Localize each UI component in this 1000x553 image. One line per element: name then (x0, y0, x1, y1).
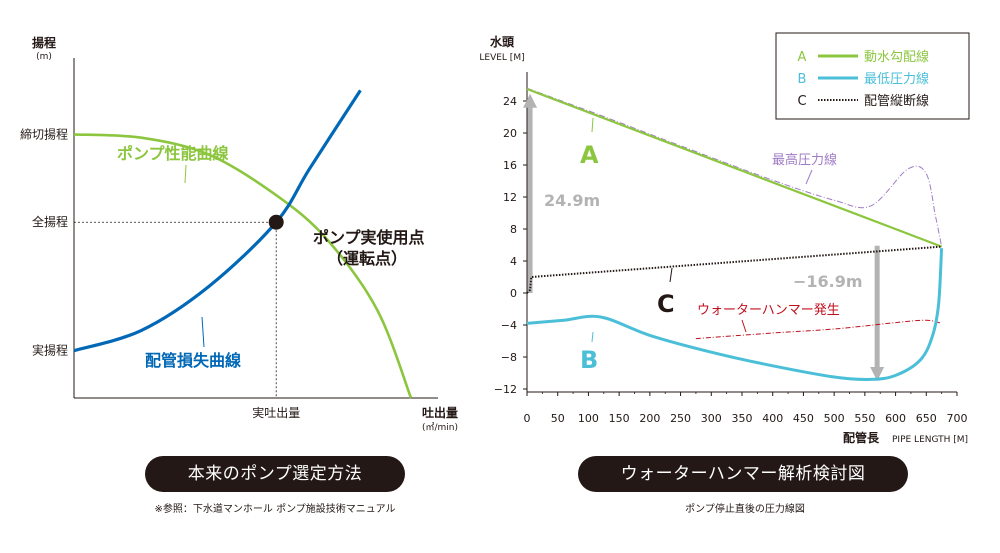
series-letter-c: C (657, 290, 675, 318)
right-x-axis-label: 配管長 (843, 430, 880, 445)
left-x-axis-label: 吐出量 (422, 405, 458, 420)
left-y-tick-label: 締切揚程 (20, 126, 68, 141)
left-x-axis-unit: (㎥/min) (422, 422, 458, 433)
left-y-axis-label: 揚程 (32, 35, 56, 50)
right-title-badge: ウォーターハンマー解析検討図 (578, 456, 908, 492)
right-y-axis-unit: LEVEL [M] (479, 53, 524, 63)
left-y-tick-label: 全揚程 (32, 214, 68, 229)
legend-label: 最低圧力線 (864, 71, 929, 87)
pressure-drop-arrowhead (870, 367, 885, 381)
right-x-tick-label: 550 (854, 412, 875, 425)
max-pressure-label: 最高圧力線 (772, 152, 837, 168)
right-x-tick-label: 50 (551, 412, 565, 425)
operating-point-sublabel: （運転点） (327, 249, 407, 268)
right-x-tick-label: 350 (732, 412, 753, 425)
pipe-profile-line-c (526, 245, 942, 294)
left-x-tick-label: 実吐出量 (252, 405, 300, 420)
right-y-tick-label: −8 (501, 351, 517, 364)
right-y-tick-label: 24 (503, 95, 517, 108)
right-y-tick-label: 16 (503, 159, 517, 172)
pump-performance-curve (73, 133, 413, 399)
water-hammer-label: ウォーターハンマー発生 (697, 303, 840, 318)
head-rise-arrowhead (523, 93, 538, 108)
series-letter-a: A (580, 141, 599, 169)
right-caption-note: ポンプ停止直後の圧力線図 (685, 504, 805, 515)
right-y-tick-label: 4 (510, 255, 517, 268)
right-x-tick-label: 500 (824, 412, 845, 425)
water-hammer-line (695, 319, 942, 340)
legend-label: 配管縦断線 (864, 93, 929, 109)
head-rise-value-label: 24.9m (544, 191, 600, 210)
pump-curve-leader (184, 164, 187, 184)
right-x-axis-unit: PIPE LENGTH [M] (892, 435, 968, 445)
series-letter-c-leader (669, 267, 673, 283)
loss-curve-label: 配管損失曲線 (145, 351, 241, 370)
left-y-axis-unit: (m) (36, 52, 52, 62)
legend-letter: A (798, 50, 807, 65)
pipe-loss-curve (73, 89, 362, 353)
min-pressure-line-b (526, 248, 944, 381)
loss-curve-leader (201, 316, 205, 348)
right-y-tick-label: 0 (510, 287, 517, 300)
hydraulic-grade-line-a (526, 87, 943, 248)
series-letter-b-leader (591, 331, 594, 343)
operating-point-marker (268, 214, 284, 230)
right-x-tick-label: 600 (885, 412, 906, 425)
right-x-tick-label: 150 (609, 412, 630, 425)
left-source-note: ※参照：下水道マンホール ポンプ施設技術マニュアル (154, 504, 396, 515)
right-y-tick-label: 20 (503, 127, 517, 140)
right-y-tick-label: −4 (501, 319, 517, 332)
right-y-axis-label: 水頭 (490, 34, 515, 49)
legend-letter: C (797, 94, 806, 109)
right-x-tick-label: 100 (578, 412, 599, 425)
right-x-tick-label: 450 (793, 412, 814, 425)
right-x-tick-label: 700 (947, 412, 968, 425)
right-x-tick-label: 300 (701, 412, 722, 425)
right-x-tick-label: 250 (670, 412, 691, 425)
right-x-tick-label: 200 (639, 412, 660, 425)
left-title-badge: 本来のポンプ選定方法 (145, 456, 405, 492)
legend-label: 動水勾配線 (864, 49, 929, 65)
max-pressure-line (526, 87, 943, 247)
operating-point-label: ポンプ実使用点 (313, 228, 425, 247)
legend-box (775, 32, 970, 120)
pressure-drop-value-label: −16.9m (793, 272, 863, 291)
right-x-tick-label: 0 (524, 412, 531, 425)
right-y-tick-label: −12 (494, 383, 517, 396)
water-hammer-leader (741, 319, 747, 333)
pump-curve-label: ポンプ性能曲線 (117, 144, 229, 163)
series-letter-a-leader (591, 117, 594, 133)
legend-letter: B (798, 72, 807, 87)
right-y-tick-label: 8 (510, 223, 517, 236)
right-x-tick-label: 400 (762, 412, 783, 425)
right-y-tick-label: 12 (503, 191, 517, 204)
max-pressure-leader (805, 169, 813, 185)
series-letter-b: B (580, 346, 598, 374)
left-y-tick-label: 実揚程 (32, 343, 68, 358)
right-x-tick-label: 650 (916, 412, 937, 425)
